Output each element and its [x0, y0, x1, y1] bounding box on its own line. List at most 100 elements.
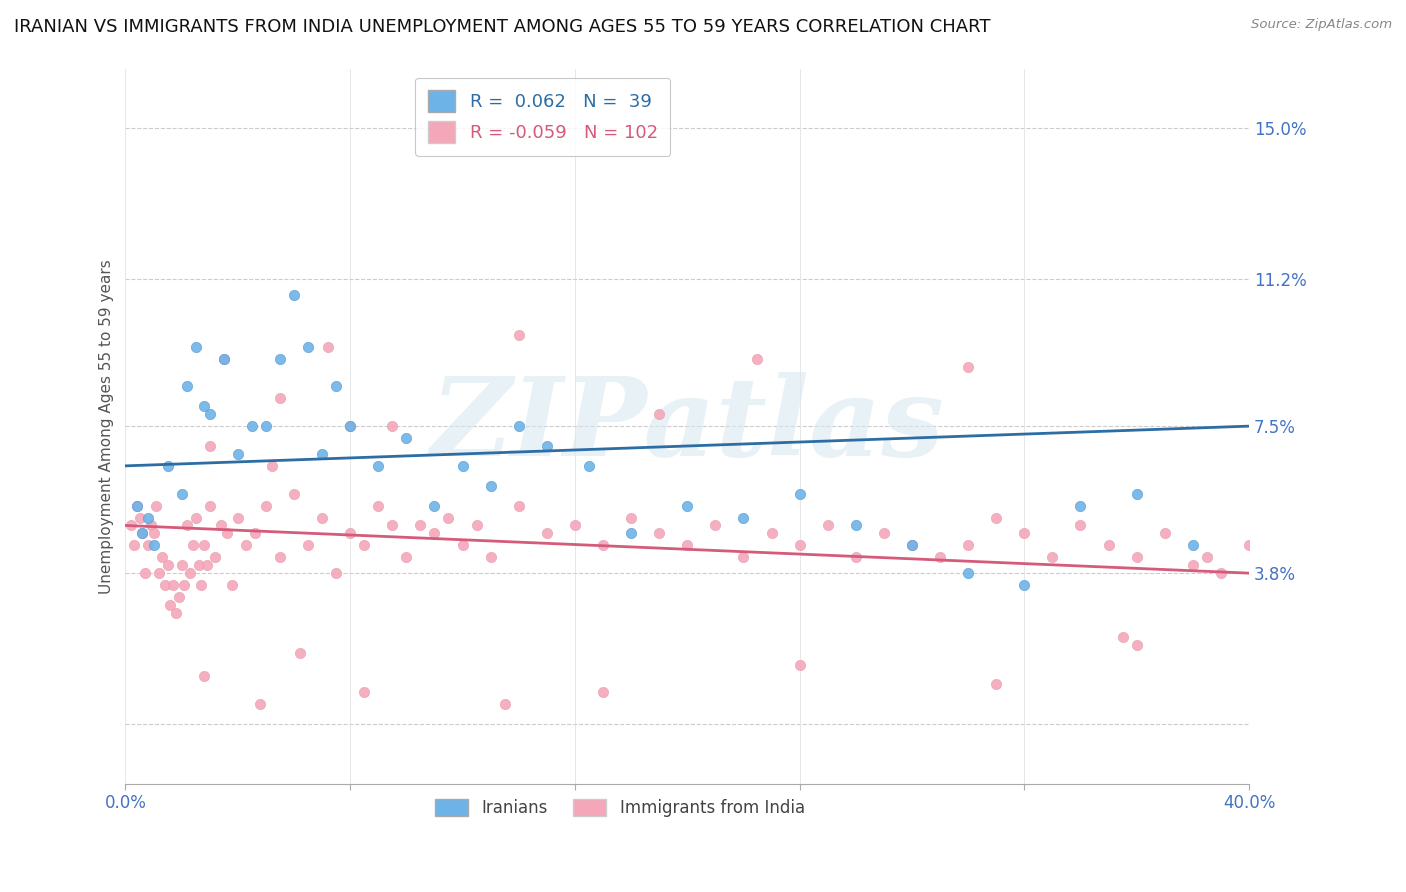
Point: [198, 439, 221, 453]
Point: [167, 590, 190, 604]
Point: [184, 510, 207, 524]
Point: [181, 538, 204, 552]
Point: [176, 379, 198, 393]
Point: [1111, 630, 1133, 644]
Point: [184, 340, 207, 354]
Point: [789, 657, 811, 672]
Point: [508, 327, 530, 342]
Point: [125, 499, 148, 513]
Point: [508, 499, 530, 513]
Text: Source: ZipAtlas.com: Source: ZipAtlas.com: [1251, 18, 1392, 31]
Point: [325, 566, 347, 581]
Point: [620, 510, 643, 524]
Point: [139, 518, 162, 533]
Point: [423, 526, 446, 541]
Point: [162, 578, 184, 592]
Point: [1181, 538, 1204, 552]
Point: [193, 669, 215, 683]
Point: [845, 550, 868, 565]
Point: [817, 518, 839, 533]
Point: [1042, 550, 1064, 565]
Point: [243, 526, 266, 541]
Point: [325, 379, 347, 393]
Point: [789, 486, 811, 500]
Point: [195, 558, 218, 573]
Point: [136, 538, 159, 552]
Point: [131, 526, 153, 541]
Point: [367, 458, 389, 473]
Point: [269, 392, 291, 406]
Point: [269, 550, 291, 565]
Point: [1195, 550, 1218, 565]
Point: [733, 510, 755, 524]
Point: [465, 518, 488, 533]
Point: [789, 538, 811, 552]
Point: [733, 550, 755, 565]
Point: [148, 566, 170, 581]
Point: [260, 458, 283, 473]
Point: [986, 510, 1008, 524]
Legend: Iranians, Immigrants from India: Iranians, Immigrants from India: [426, 790, 813, 825]
Point: [297, 538, 319, 552]
Point: [145, 499, 167, 513]
Point: [367, 499, 389, 513]
Point: [1181, 558, 1204, 573]
Point: [156, 458, 179, 473]
Point: [676, 499, 699, 513]
Point: [142, 538, 165, 552]
Point: [901, 538, 924, 552]
Point: [240, 419, 263, 434]
Point: [437, 510, 460, 524]
Point: [198, 407, 221, 421]
Point: [212, 351, 235, 366]
Point: [620, 526, 643, 541]
Point: [339, 526, 361, 541]
Point: [381, 518, 404, 533]
Point: [353, 538, 375, 552]
Point: [676, 538, 699, 552]
Point: [395, 550, 418, 565]
Point: [592, 538, 614, 552]
Point: [1237, 538, 1260, 552]
Point: [451, 538, 474, 552]
Point: [339, 419, 361, 434]
Point: [957, 566, 980, 581]
Point: [288, 646, 311, 660]
Point: [451, 458, 474, 473]
Point: [159, 598, 181, 612]
Point: [193, 538, 215, 552]
Point: [957, 359, 980, 374]
Point: [226, 510, 249, 524]
Point: [170, 558, 193, 573]
Point: [381, 419, 404, 434]
Point: [704, 518, 727, 533]
Point: [176, 518, 198, 533]
Point: [179, 566, 201, 581]
Point: [508, 419, 530, 434]
Point: [190, 578, 212, 592]
Point: [1153, 526, 1175, 541]
Point: [212, 351, 235, 366]
Point: [134, 566, 156, 581]
Point: [845, 518, 868, 533]
Point: [254, 499, 277, 513]
Point: [153, 578, 176, 592]
Point: [215, 526, 238, 541]
Point: [1014, 526, 1036, 541]
Point: [761, 526, 783, 541]
Point: [187, 558, 209, 573]
Point: [198, 499, 221, 513]
Point: [901, 538, 924, 552]
Point: [1125, 486, 1147, 500]
Point: [479, 479, 502, 493]
Point: [297, 340, 319, 354]
Point: [929, 550, 952, 565]
Y-axis label: Unemployment Among Ages 55 to 59 years: Unemployment Among Ages 55 to 59 years: [100, 259, 114, 593]
Point: [536, 526, 558, 541]
Point: [339, 419, 361, 434]
Point: [957, 538, 980, 552]
Point: [564, 518, 586, 533]
Point: [226, 447, 249, 461]
Point: [1069, 518, 1091, 533]
Text: IRANIAN VS IMMIGRANTS FROM INDIA UNEMPLOYMENT AMONG AGES 55 TO 59 YEARS CORRELAT: IRANIAN VS IMMIGRANTS FROM INDIA UNEMPLO…: [14, 18, 991, 36]
